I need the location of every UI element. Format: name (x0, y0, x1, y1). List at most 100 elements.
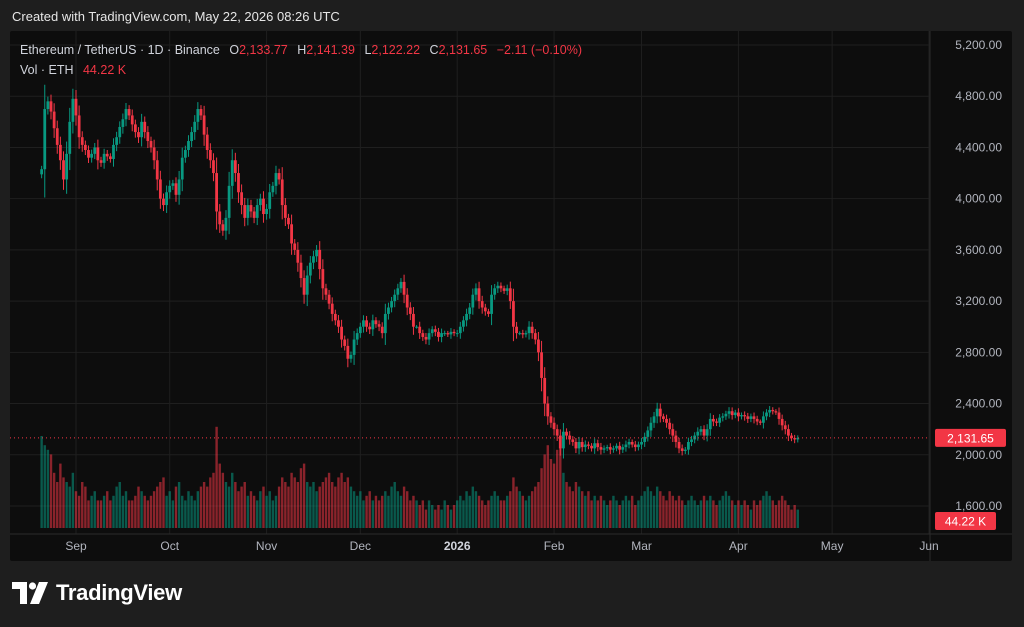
candle-body (496, 285, 500, 289)
volume-bar (137, 486, 140, 528)
candle-body (502, 288, 506, 291)
volume-bar (46, 449, 50, 528)
candle-body (118, 126, 122, 138)
candle-body (408, 307, 412, 314)
candle-body (574, 441, 578, 449)
volume-bar (712, 500, 715, 528)
candle-body (227, 185, 231, 218)
candle-body (193, 121, 197, 133)
candle-body (752, 416, 756, 419)
volume-bar (184, 500, 187, 528)
candle-body (761, 416, 765, 423)
volume-bar (652, 495, 656, 528)
volume-bar (749, 509, 753, 528)
candle-body (396, 288, 400, 295)
volume-bar (168, 491, 171, 528)
volume-bar (746, 505, 749, 528)
volume-bar (721, 495, 724, 528)
candle-body (149, 141, 153, 148)
candle-body (99, 160, 103, 163)
candle-body (321, 269, 325, 289)
volume-bar (515, 486, 518, 528)
candle-body (252, 211, 256, 218)
volume-bar (796, 509, 799, 528)
candle-body (540, 352, 543, 378)
volume-bar (740, 505, 743, 528)
candle-body (415, 326, 418, 328)
last-price-badge (935, 428, 1006, 447)
volume-bar (109, 500, 112, 528)
volume-bar (393, 482, 396, 528)
candle-body (127, 109, 131, 116)
volume-bar (240, 486, 243, 528)
volume-bar (331, 482, 334, 528)
volume-bar (412, 495, 415, 528)
volume-bar (684, 505, 687, 528)
volume-bar (687, 500, 690, 528)
volume-bar (193, 500, 196, 528)
volume-bar (415, 500, 418, 528)
candle-body (352, 339, 356, 355)
candle-body (462, 320, 465, 327)
volume-bar (602, 500, 606, 528)
candle-body (218, 211, 222, 225)
candle-body (580, 441, 584, 448)
price-chart[interactable]: 1,600.00 2,000.00 2,400.00 2,800.00 3,200.00… (10, 31, 1012, 561)
volume-bar (762, 495, 765, 528)
volume-bar (131, 500, 134, 528)
symbol-label[interactable]: Ethereum / TetherUS · 1D · Binance (20, 43, 220, 57)
candle-body (105, 153, 109, 157)
candle-body (696, 431, 700, 436)
volume-bar (162, 477, 165, 528)
volume-bar (387, 495, 390, 528)
candle-body (212, 160, 215, 174)
volume-bar (149, 495, 153, 528)
candle-body (196, 109, 200, 122)
candle-body (671, 429, 675, 436)
candle-body (587, 444, 590, 446)
volume-value: 44.22 K (82, 63, 127, 77)
volume-bar (705, 500, 709, 528)
candle-body (43, 109, 47, 170)
chart-panel[interactable]: 1,600.00 2,000.00 2,400.00 2,800.00 3,200.00… (10, 31, 1012, 561)
candle-body (187, 141, 190, 151)
volume-bar (771, 500, 774, 528)
volume-bar (177, 482, 181, 528)
candle-body (677, 441, 681, 449)
volume-bar (737, 500, 740, 528)
volume-bar (231, 472, 234, 528)
candle-body (786, 429, 790, 436)
candle-body (296, 249, 300, 263)
candle-body (437, 331, 440, 337)
volume-bar (577, 486, 581, 528)
candle-body (474, 288, 478, 295)
candle-body (121, 119, 125, 127)
candle-body (758, 421, 762, 423)
candle-body (305, 275, 309, 295)
volume-bar (699, 500, 703, 528)
candle-body (271, 185, 275, 193)
candle-body (124, 109, 128, 120)
volume-bar (477, 495, 481, 528)
candle-body (215, 173, 219, 212)
candle-body (262, 198, 265, 215)
tradingview-logo[interactable]: TradingView (12, 580, 182, 606)
volume-bar (374, 495, 378, 528)
candle-body (390, 301, 393, 308)
x-tick-label: May (821, 539, 844, 553)
volume-bar (171, 500, 175, 528)
volume-bar (605, 505, 609, 528)
volume-label[interactable]: Vol · ETH (20, 63, 74, 77)
created-with-text: Created with TradingView.com, May 22, 20… (12, 9, 340, 24)
candle-body (612, 448, 615, 450)
volume-bar (62, 477, 65, 528)
candle-body (177, 179, 181, 195)
volume-bar (752, 500, 756, 528)
y-tick-label: 4,400.00 (955, 140, 1002, 154)
candle-body (355, 333, 359, 340)
volume-bar (437, 505, 440, 528)
volume-bar (121, 495, 125, 528)
candle-body (399, 281, 403, 289)
volume-bar (146, 500, 150, 528)
volume-bar (765, 491, 768, 528)
